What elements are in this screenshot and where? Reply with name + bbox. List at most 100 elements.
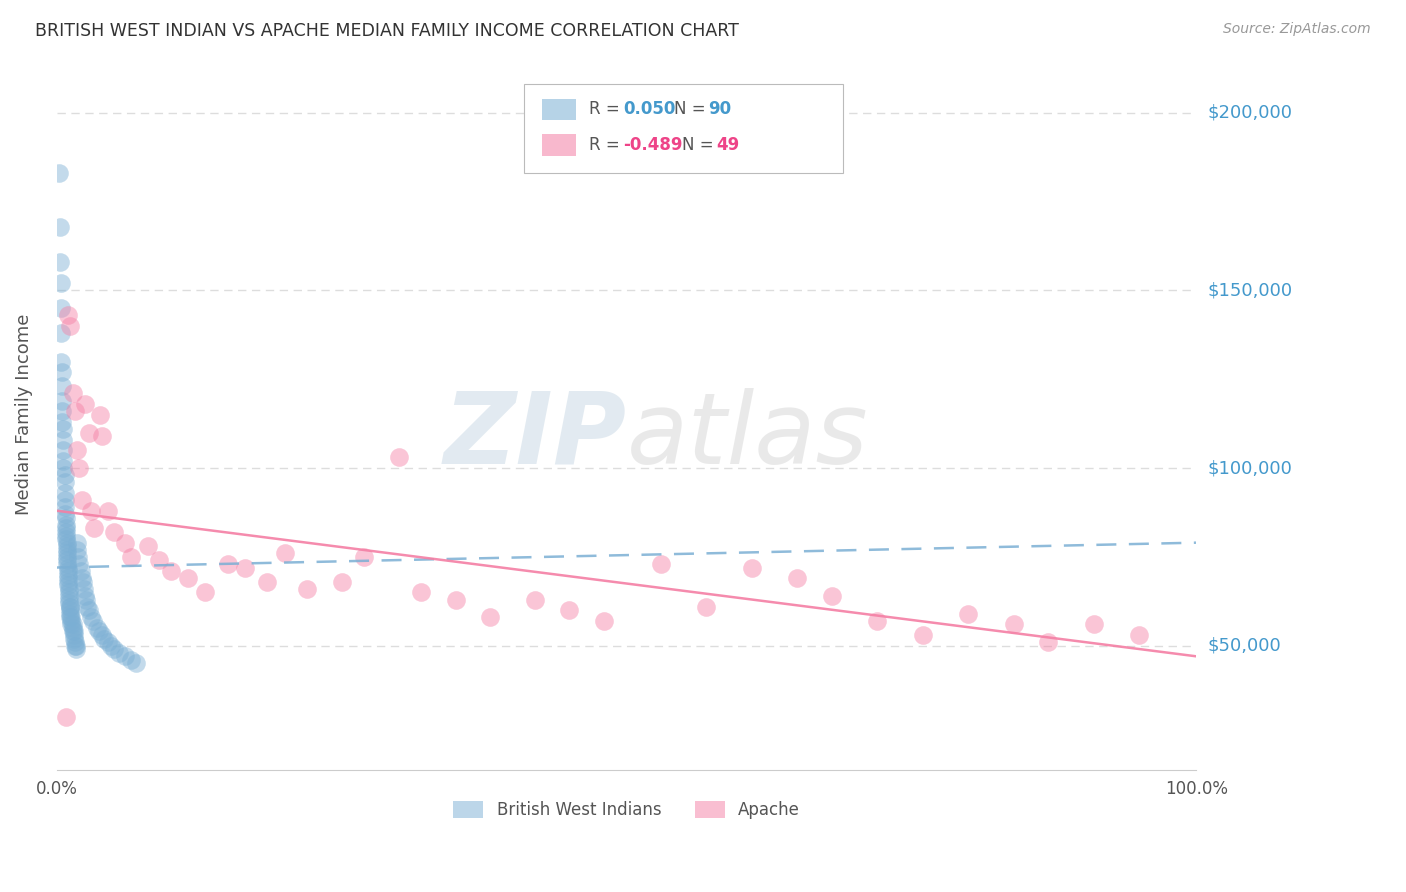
Point [75,589,97,603]
Point [108,646,131,660]
Point [51,365,73,379]
Point [52,443,75,458]
Point [58,589,80,603]
Text: 49: 49 [717,136,740,153]
Text: $150,000: $150,000 [1208,282,1292,300]
Point [66,443,89,458]
Point [87,624,110,639]
Point [52,433,75,447]
Point [120,653,142,667]
Point [76,599,98,614]
Point [77,425,100,440]
Point [558,603,581,617]
Point [233,560,256,574]
Point [58,582,80,596]
Text: $100,000: $100,000 [1208,459,1292,477]
Point [97,504,120,518]
Point [75,592,97,607]
Point [524,592,547,607]
Text: -0.489: -0.489 [623,136,682,153]
Point [741,560,763,574]
Point [592,614,614,628]
Y-axis label: Median Family Income: Median Family Income [15,314,32,516]
Point [273,546,295,560]
Point [66,542,89,557]
Point [62,617,84,632]
Point [91,628,114,642]
Point [55,521,77,535]
Point [63,635,86,649]
Point [70,571,93,585]
Point [49,219,72,234]
Point [100,639,122,653]
Point [55,511,77,525]
Point [66,535,89,549]
Point [80,610,103,624]
Point [65,642,87,657]
Text: 0.050: 0.050 [623,100,675,119]
Point [58,592,80,607]
Text: BRITISH WEST INDIAN VS APACHE MEDIAN FAMILY INCOME CORRELATION CHART: BRITISH WEST INDIAN VS APACHE MEDIAN FAM… [35,22,740,40]
Point [194,585,217,599]
Point [56,549,79,564]
Point [1083,617,1105,632]
Point [55,517,77,532]
Point [59,610,82,624]
Point [51,354,73,368]
Point [125,657,148,671]
Point [62,628,84,642]
Point [695,599,717,614]
Text: N =: N = [675,100,711,119]
Point [89,408,111,422]
Point [67,557,90,571]
Point [59,603,82,617]
Point [53,468,76,483]
Point [51,404,73,418]
Point [56,553,79,567]
Point [97,635,120,649]
Text: 90: 90 [709,100,731,119]
Point [52,454,75,468]
Point [56,542,79,557]
Point [91,429,114,443]
Point [62,624,84,639]
Point [136,539,159,553]
Point [52,422,75,436]
Text: ZIP: ZIP [443,388,627,484]
FancyBboxPatch shape [543,99,576,120]
Point [62,624,84,639]
Point [62,621,84,635]
Point [49,255,72,269]
Point [353,549,375,564]
Point [62,386,84,401]
Point [53,475,76,490]
Point [58,596,80,610]
Point [957,607,980,621]
Point [60,617,83,632]
Point [59,607,82,621]
Point [51,415,73,429]
Point [56,571,79,585]
Point [56,564,79,578]
Point [114,535,136,549]
Point [56,567,79,582]
Point [51,326,73,340]
Point [51,277,73,291]
Point [77,603,100,617]
Point [103,642,125,657]
Point [120,549,142,564]
Point [55,709,77,723]
Point [53,500,76,515]
Point [56,574,79,589]
Point [478,610,501,624]
Point [103,524,125,539]
Point [56,535,79,549]
Point [256,574,278,589]
Point [48,166,70,180]
Point [217,557,239,571]
Point [51,301,73,316]
Point [866,614,889,628]
Point [911,628,934,642]
Point [53,508,76,522]
Point [63,639,86,653]
